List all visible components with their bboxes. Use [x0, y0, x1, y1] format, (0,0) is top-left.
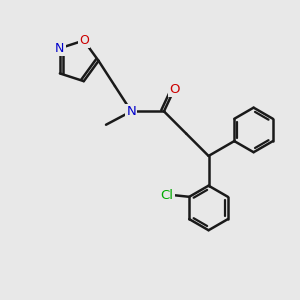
Text: N: N — [126, 105, 136, 118]
Text: O: O — [79, 34, 89, 47]
Text: N: N — [55, 42, 64, 55]
Text: O: O — [169, 82, 180, 96]
Text: Cl: Cl — [160, 189, 173, 202]
